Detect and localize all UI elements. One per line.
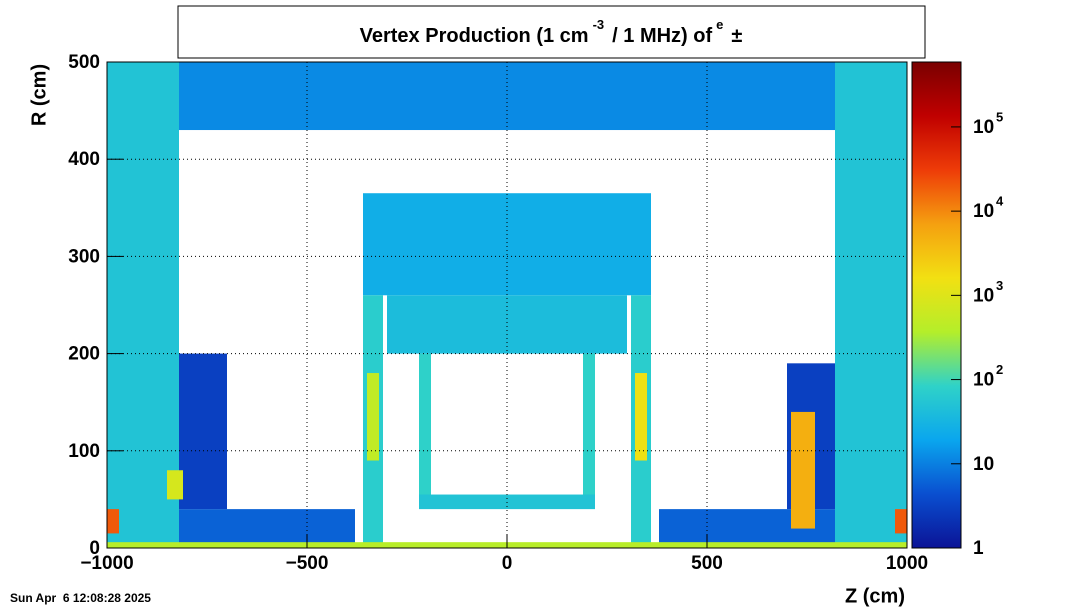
colorbar-tick-exponent: 4 bbox=[996, 194, 1004, 209]
plot-area bbox=[107, 62, 907, 548]
heatmap-cell bbox=[363, 193, 651, 296]
y-tick-label: 400 bbox=[68, 149, 100, 170]
title-text: Vertex Production (1 cm bbox=[360, 25, 589, 47]
colorbar-tick-label: 10 bbox=[973, 117, 994, 138]
heatmap-cell bbox=[107, 62, 179, 548]
x-tick-label: 0 bbox=[502, 553, 513, 574]
heatmap-cell bbox=[635, 373, 647, 461]
heatmap-cell bbox=[167, 470, 183, 500]
y-axis-label: R (cm) bbox=[28, 64, 50, 126]
heatmap-cell bbox=[419, 494, 595, 510]
heatmap-cell bbox=[107, 509, 119, 534]
title-box bbox=[177, 5, 926, 59]
heatmap-cell bbox=[583, 353, 595, 500]
y-tick-label: 0 bbox=[89, 538, 100, 559]
heatmap-cell bbox=[419, 353, 431, 500]
chart-title: Vertex Production (1 cm -3 / 1 MHz) of e ± bbox=[360, 17, 743, 47]
heatmap-cell bbox=[367, 373, 379, 461]
y-tick-label: 300 bbox=[68, 246, 100, 267]
colorbar-tick-label: 10 bbox=[973, 370, 994, 391]
colorbar-tick-exponent: 3 bbox=[996, 278, 1003, 293]
heatmap-cell bbox=[179, 353, 227, 510]
title-text: / 1 MHz) of bbox=[612, 25, 712, 47]
heatmap-cell bbox=[791, 411, 815, 529]
heatmap-cell bbox=[895, 509, 907, 534]
title-superscript: -3 bbox=[593, 17, 605, 32]
colorbar-tick-exponent: 2 bbox=[996, 362, 1003, 377]
x-tick-label: 500 bbox=[691, 553, 723, 574]
y-tick-label: 200 bbox=[68, 344, 100, 365]
colorbar-tick-label: 10 bbox=[973, 454, 994, 475]
colorbar bbox=[911, 61, 962, 549]
title-text: ± bbox=[731, 25, 742, 47]
colorbar-tick-label: 10 bbox=[973, 201, 994, 222]
x-tick-label: 1000 bbox=[886, 553, 928, 574]
colorbar-tick-label: 10 bbox=[973, 285, 994, 306]
heatmap-cell bbox=[179, 509, 355, 548]
y-tick-label: 500 bbox=[68, 52, 100, 73]
heatmap-cell bbox=[835, 62, 907, 548]
x-tick-label: −500 bbox=[286, 553, 329, 574]
title-superscript: e bbox=[716, 17, 723, 32]
heatmap-cell bbox=[179, 62, 835, 131]
timestamp: Sun Apr 6 12:08:28 2025 bbox=[10, 591, 151, 605]
y-tick-label: 100 bbox=[68, 441, 100, 462]
colorbar-tick-label: 1 bbox=[973, 538, 984, 559]
colorbar-tick-exponent: 5 bbox=[996, 109, 1003, 124]
plot-frame bbox=[106, 61, 908, 549]
x-tick-label: −1000 bbox=[80, 553, 133, 574]
x-axis-label: Z (cm) bbox=[845, 585, 905, 607]
heatmap-cell bbox=[387, 295, 627, 354]
